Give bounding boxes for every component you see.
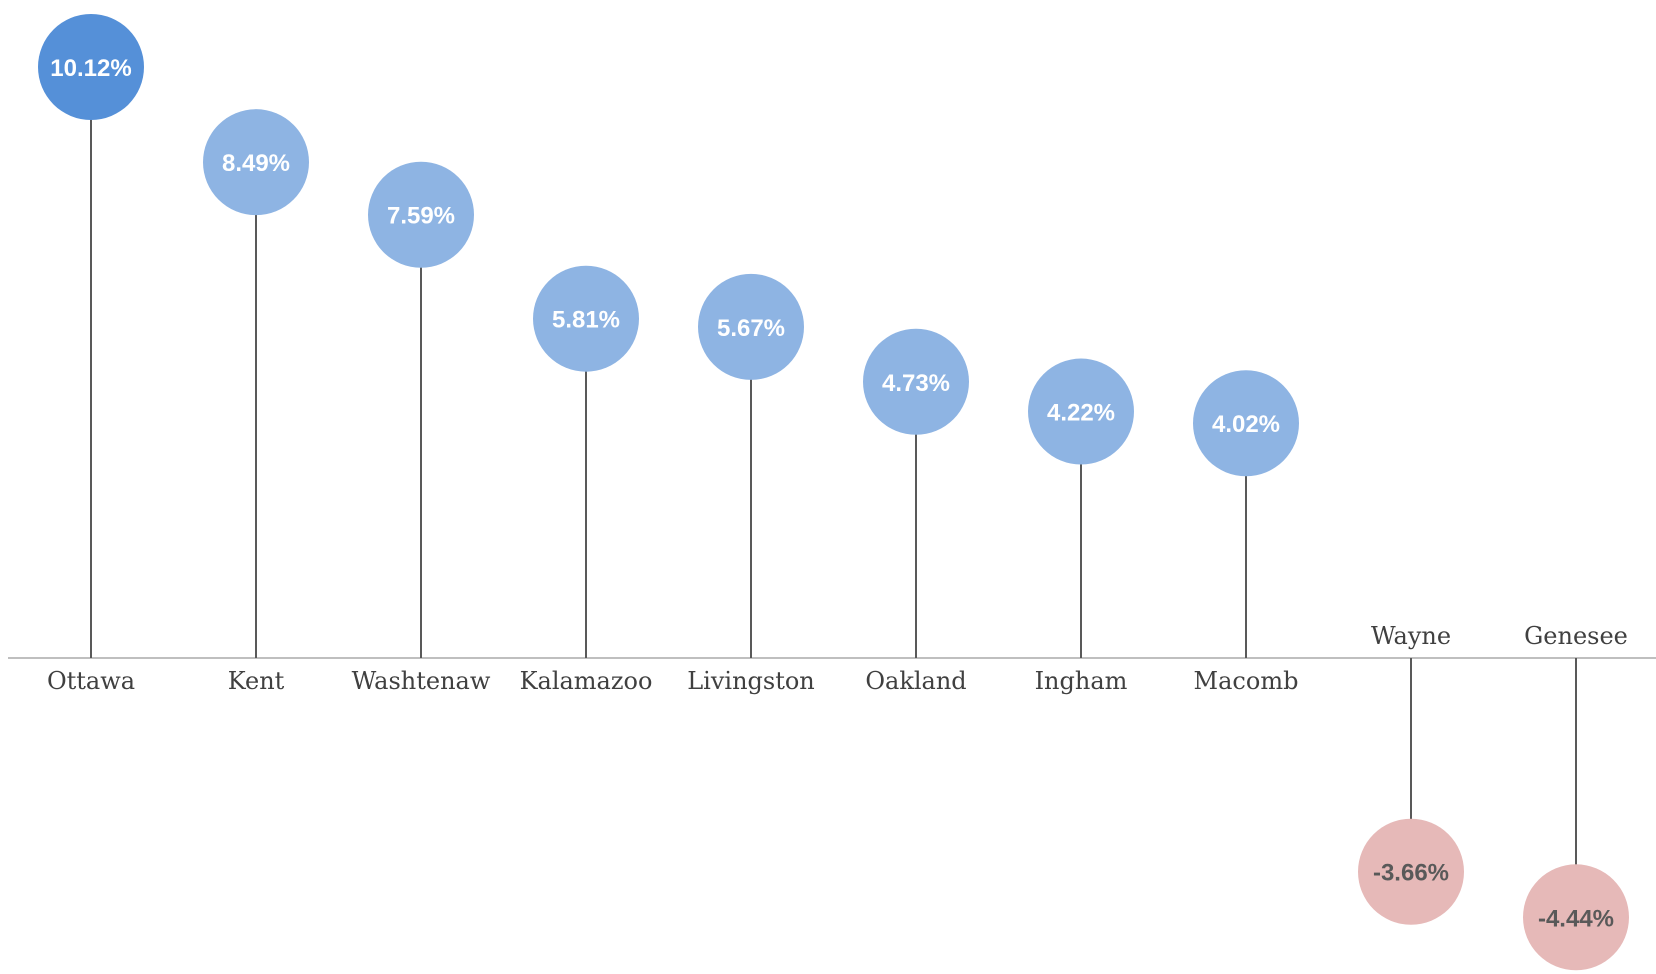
- value-label: 4.22%: [1047, 400, 1115, 427]
- lollipop-head: [1523, 864, 1629, 971]
- lollipop-head: [1028, 358, 1134, 465]
- value-label: 7.59%: [387, 203, 455, 230]
- value-label: -3.66%: [1373, 860, 1449, 887]
- lollipop-head: [533, 265, 639, 372]
- category-label: Washtenaw: [352, 667, 491, 695]
- category-label: Genesee: [1524, 622, 1628, 650]
- value-label: 5.67%: [717, 315, 785, 342]
- value-label: 4.02%: [1212, 411, 1280, 438]
- category-label: Ottawa: [47, 667, 135, 695]
- value-label: -4.44%: [1538, 905, 1614, 932]
- category-label: Macomb: [1194, 667, 1299, 695]
- lollipop-head: [38, 13, 144, 120]
- category-label: Oakland: [865, 667, 966, 695]
- category-label: Wayne: [1371, 622, 1451, 650]
- lollipop-head: [698, 273, 804, 380]
- category-label: Livingston: [687, 667, 815, 695]
- category-label: Kent: [228, 667, 285, 695]
- category-label: Kalamazoo: [520, 667, 653, 695]
- lollipop-head: [368, 161, 474, 268]
- value-label: 8.49%: [222, 150, 290, 177]
- value-label: 4.73%: [882, 370, 950, 397]
- category-label: Ingham: [1035, 667, 1128, 695]
- lollipop-head: [1358, 818, 1464, 925]
- lollipop-head: [1193, 370, 1299, 477]
- value-label: 10.12%: [50, 55, 131, 82]
- lollipop-head: [203, 109, 309, 216]
- lollipop-head: [863, 328, 969, 435]
- value-label: 5.81%: [552, 307, 620, 334]
